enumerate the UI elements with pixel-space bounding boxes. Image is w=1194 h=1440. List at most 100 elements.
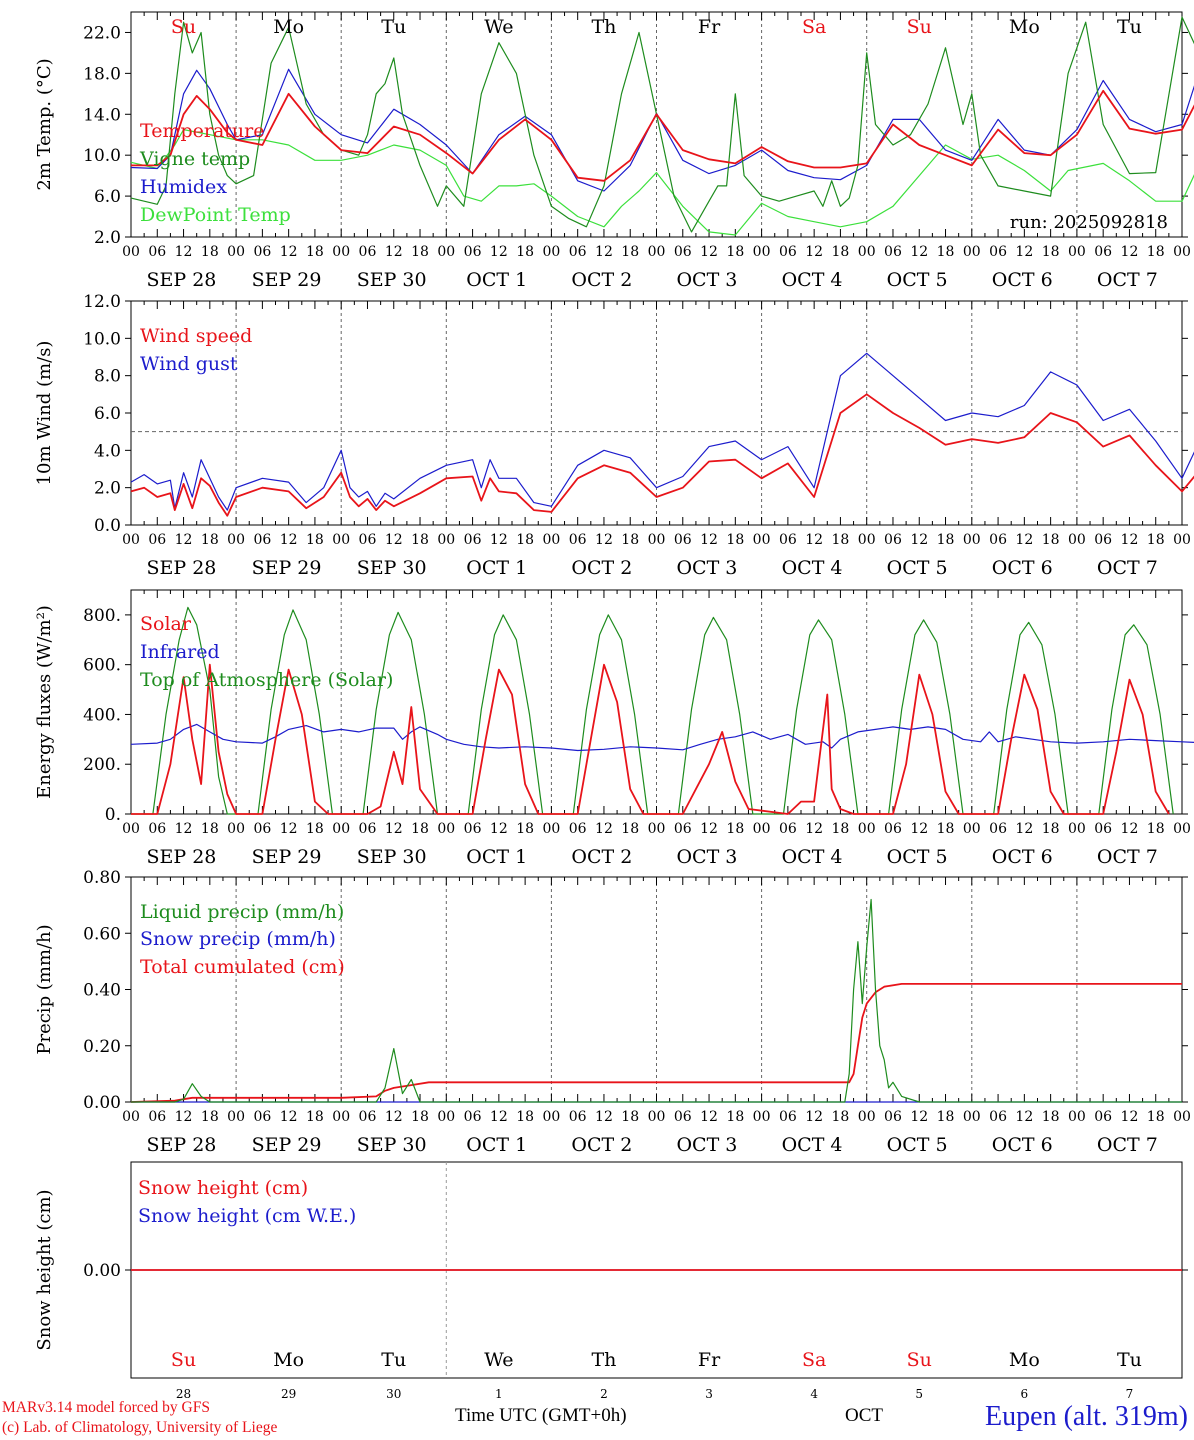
hour-label: 12 bbox=[595, 821, 613, 837]
date-label: OCT 5 bbox=[887, 557, 948, 579]
date-label: OCT 7 bbox=[1097, 1134, 1158, 1156]
hour-label: 06 bbox=[253, 244, 271, 260]
hour-label: 06 bbox=[884, 821, 902, 837]
hour-label: 06 bbox=[359, 532, 377, 548]
day-number: 3 bbox=[705, 1387, 713, 1401]
date-label: OCT 3 bbox=[676, 846, 737, 868]
hour-label: 06 bbox=[674, 244, 692, 260]
hour-label: 06 bbox=[1094, 532, 1112, 548]
hour-label: 06 bbox=[674, 532, 692, 548]
hour-label: 12 bbox=[385, 244, 403, 260]
hour-label: 18 bbox=[621, 532, 639, 548]
hour-label: 18 bbox=[516, 821, 534, 837]
hour-label: 00 bbox=[648, 821, 666, 837]
date-label: OCT 5 bbox=[887, 846, 948, 868]
hour-label: 06 bbox=[989, 821, 1007, 837]
date-label: OCT 4 bbox=[782, 846, 843, 868]
hour-label: 12 bbox=[280, 1109, 298, 1125]
hour-label: 18 bbox=[621, 1109, 639, 1125]
date-label: OCT 3 bbox=[676, 557, 737, 579]
hour-label: 06 bbox=[464, 1109, 482, 1125]
hour-label: 06 bbox=[148, 821, 166, 837]
hour-label: 12 bbox=[595, 244, 613, 260]
day-name-bottom: Su bbox=[907, 1349, 932, 1371]
hour-label: 18 bbox=[726, 1109, 744, 1125]
hour-label: 06 bbox=[359, 1109, 377, 1125]
hour-label: 12 bbox=[490, 821, 508, 837]
hour-label: 12 bbox=[385, 821, 403, 837]
hour-label: 18 bbox=[937, 1109, 955, 1125]
hour-label: 12 bbox=[490, 244, 508, 260]
hour-label: 06 bbox=[253, 532, 271, 548]
date-label: OCT 1 bbox=[466, 1134, 527, 1156]
hour-label: 18 bbox=[411, 821, 429, 837]
series-line-top-of-atmosphere-solar- bbox=[131, 606, 1174, 815]
date-label: SEP 28 bbox=[147, 846, 217, 868]
series-line-infrared bbox=[130, 723, 1194, 752]
hour-label: 00 bbox=[437, 244, 455, 260]
hour-label: 00 bbox=[1173, 821, 1191, 837]
y-tick-label: 0.40 bbox=[83, 981, 121, 1001]
hour-label: 12 bbox=[1121, 532, 1139, 548]
legend-entry: Top of Atmosphere (Solar) bbox=[140, 669, 393, 691]
hour-label: 00 bbox=[437, 821, 455, 837]
legend-entry: Vigne temp bbox=[139, 148, 250, 170]
hour-label: 00 bbox=[122, 821, 140, 837]
hour-label: 12 bbox=[910, 821, 928, 837]
hour-label: 18 bbox=[726, 821, 744, 837]
day-name-top: We bbox=[484, 16, 513, 38]
hour-label: 18 bbox=[516, 1109, 534, 1125]
day-name-top: Fr bbox=[698, 16, 721, 38]
y-tick-label: 800. bbox=[83, 606, 121, 626]
hour-label: 18 bbox=[411, 1109, 429, 1125]
series-line-humidex bbox=[130, 68, 1194, 192]
hour-label: 12 bbox=[910, 1109, 928, 1125]
hour-label: 00 bbox=[648, 532, 666, 548]
date-label: OCT 1 bbox=[466, 269, 527, 291]
hour-label: 06 bbox=[1094, 821, 1112, 837]
date-label: OCT 2 bbox=[571, 846, 632, 868]
date-label: SEP 29 bbox=[252, 269, 322, 291]
hour-label: 18 bbox=[201, 821, 219, 837]
hour-label: 06 bbox=[253, 1109, 271, 1125]
date-label: OCT 7 bbox=[1097, 557, 1158, 579]
y-tick-label: 0.00 bbox=[83, 1261, 121, 1281]
y-tick-label: 4.0 bbox=[94, 441, 121, 461]
day-name-bottom: Fr bbox=[698, 1349, 721, 1371]
hour-label: 00 bbox=[1068, 244, 1086, 260]
hour-label: 06 bbox=[884, 244, 902, 260]
date-label: SEP 28 bbox=[147, 1134, 217, 1156]
hour-label: 00 bbox=[122, 244, 140, 260]
day-name-bottom: Su bbox=[171, 1349, 196, 1371]
day-name-top: Sa bbox=[802, 16, 826, 38]
model-credit: MARv3.14 model forced by GFS bbox=[2, 1399, 210, 1416]
y-tick-label: 0. bbox=[105, 805, 121, 825]
hour-label: 00 bbox=[648, 1109, 666, 1125]
hour-label: 06 bbox=[779, 532, 797, 548]
hour-label: 12 bbox=[700, 1109, 718, 1125]
hour-label: 18 bbox=[306, 532, 324, 548]
hour-label: 18 bbox=[306, 821, 324, 837]
date-label: SEP 30 bbox=[357, 557, 427, 579]
hour-label: 06 bbox=[464, 532, 482, 548]
day-number: 29 bbox=[281, 1387, 296, 1401]
hour-label: 00 bbox=[227, 1109, 245, 1125]
hour-label: 00 bbox=[753, 244, 771, 260]
legend-entry: Snow height (cm W.E.) bbox=[138, 1205, 356, 1227]
hour-label: 12 bbox=[805, 532, 823, 548]
date-label: SEP 28 bbox=[147, 557, 217, 579]
y-tick-label: 10.0 bbox=[83, 329, 121, 349]
legend-entry: Solar bbox=[140, 613, 192, 635]
day-name-bottom: Tu bbox=[1117, 1349, 1142, 1371]
day-number: 5 bbox=[915, 1387, 923, 1401]
legend-entry: Wind gust bbox=[140, 353, 238, 375]
date-label: OCT 6 bbox=[992, 846, 1053, 868]
date-label: OCT 7 bbox=[1097, 846, 1158, 868]
date-label: OCT 1 bbox=[466, 557, 527, 579]
date-label: SEP 29 bbox=[252, 557, 322, 579]
series-line-dewpoint-temp bbox=[130, 129, 1194, 236]
hour-label: 18 bbox=[832, 532, 850, 548]
hour-label: 12 bbox=[805, 1109, 823, 1125]
legend-entry: Liquid precip (mm/h) bbox=[140, 901, 344, 923]
hour-label: 00 bbox=[963, 1109, 981, 1125]
